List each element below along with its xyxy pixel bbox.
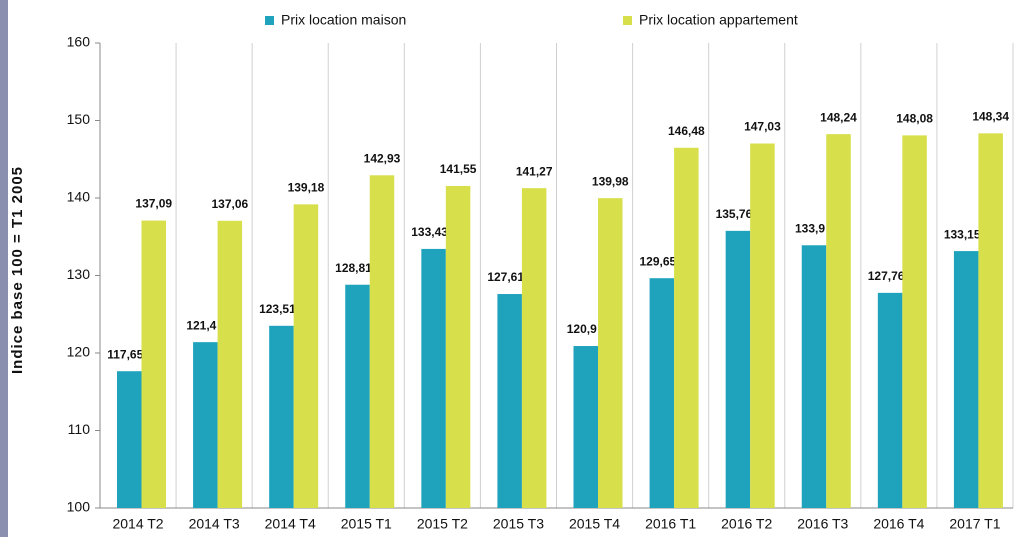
bar	[117, 371, 142, 508]
side-strip	[0, 0, 8, 537]
value-label: 121,4	[186, 318, 216, 332]
bar	[902, 135, 927, 508]
x-tick-label: 2016 T3	[797, 516, 848, 532]
x-tick-label: 2014 T4	[265, 516, 316, 532]
x-tick-label: 2017 T1	[949, 516, 1000, 532]
bar	[826, 134, 851, 508]
value-label: 139,98	[592, 174, 629, 188]
bar	[573, 346, 598, 508]
bar	[978, 133, 1003, 509]
x-tick-label: 2016 T2	[721, 516, 772, 532]
x-tick-label: 2015 T2	[417, 516, 468, 532]
y-tick-label: 140	[67, 189, 91, 205]
value-label: 139,18	[288, 181, 325, 195]
value-label: 127,61	[487, 270, 524, 284]
bar	[649, 278, 675, 508]
y-tick-label: 110	[68, 421, 91, 437]
bar	[674, 147, 699, 508]
value-label: 142,93	[364, 151, 401, 165]
value-label: 128,81	[335, 261, 372, 275]
bar	[345, 284, 370, 508]
bar	[269, 325, 294, 508]
value-label: 141,27	[516, 164, 553, 178]
value-label: 148,24	[820, 110, 857, 124]
bar	[521, 188, 547, 508]
value-label: 123,51	[259, 302, 296, 316]
value-label: 148,34	[972, 110, 1009, 124]
x-tick-label: 2015 T4	[569, 516, 620, 532]
y-tick-label: 130	[67, 266, 91, 282]
value-label: 141,55	[440, 162, 477, 176]
bar	[217, 220, 243, 508]
x-tick-label: 2014 T2	[112, 516, 163, 532]
bar	[801, 245, 827, 508]
x-tick-label: 2016 T1	[645, 516, 696, 532]
value-label: 133,9	[795, 221, 825, 235]
value-label: 120,9	[567, 322, 597, 336]
bar	[953, 251, 979, 508]
bar	[293, 204, 319, 509]
bar	[877, 292, 903, 508]
y-tick-label: 160	[67, 34, 91, 50]
value-label: 135,76	[716, 207, 753, 221]
value-label: 133,43	[411, 225, 448, 239]
value-label: 148,08	[896, 112, 933, 126]
bar	[598, 198, 623, 508]
bar	[369, 175, 395, 509]
bar	[725, 230, 751, 509]
x-tick-label: 2014 T3	[189, 516, 240, 532]
legend-label: Prix location appartement	[639, 12, 798, 28]
value-label: 133,15	[944, 227, 981, 241]
value-label: 129,65	[639, 254, 676, 268]
value-label: 147,03	[744, 120, 781, 134]
y-axis-label: Indice base 100 = T1 2005	[9, 166, 26, 374]
value-label: 146,48	[668, 124, 705, 138]
bar	[750, 143, 775, 508]
x-tick-label: 2015 T3	[493, 516, 544, 532]
bar	[497, 294, 522, 508]
bar	[193, 342, 218, 508]
legend-swatch	[623, 16, 632, 25]
y-tick-label: 150	[67, 111, 91, 127]
x-tick-label: 2015 T1	[341, 516, 392, 532]
bar	[445, 185, 471, 509]
value-label: 137,09	[135, 197, 172, 211]
legend-label: Prix location maison	[281, 12, 406, 28]
y-tick-label: 100	[67, 499, 91, 515]
value-label: 137,06	[211, 197, 248, 211]
bar	[141, 220, 166, 509]
bar	[421, 248, 446, 509]
value-label: 117,65	[107, 347, 143, 361]
x-tick-label: 2016 T4	[873, 516, 924, 532]
value-label: 127,76	[868, 269, 905, 283]
legend-swatch	[265, 16, 274, 25]
y-tick-label: 120	[67, 344, 91, 360]
